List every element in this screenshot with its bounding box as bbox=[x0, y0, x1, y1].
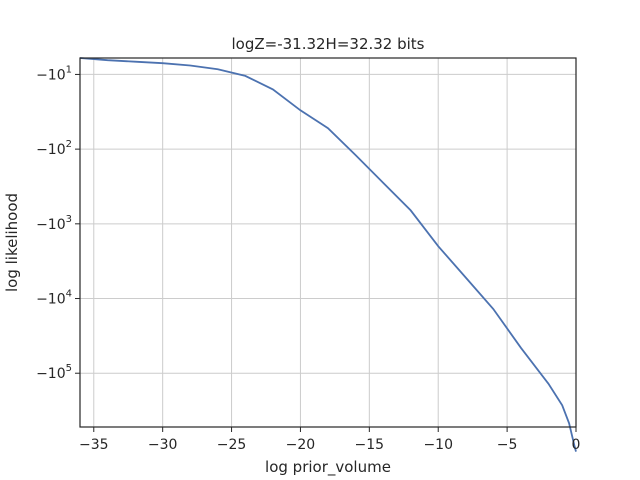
y-tick-label: −104 bbox=[36, 289, 72, 308]
x-tick-label: −20 bbox=[286, 437, 316, 453]
x-axis-ticks: −35 −30 −25 −20 −15 −10 −5 0 bbox=[79, 427, 580, 453]
x-tick-label: 0 bbox=[572, 437, 581, 453]
y-tick-label: −102 bbox=[36, 139, 72, 158]
x-axis-label: log prior_volume bbox=[265, 458, 391, 477]
x-tick-label: −35 bbox=[79, 437, 109, 453]
plot-frame bbox=[79, 57, 577, 428]
x-tick-label: −5 bbox=[497, 437, 518, 453]
chart-title: logZ=-31.32H=32.32 bits bbox=[231, 35, 424, 53]
y-axis-ticks: −101 −102 −103 −104 −105 bbox=[36, 64, 80, 382]
x-tick-label: −25 bbox=[217, 437, 247, 453]
y-tick-label: −105 bbox=[36, 363, 72, 382]
x-tick-label: −10 bbox=[423, 437, 453, 453]
series-line bbox=[79, 57, 577, 452]
x-tick-label: −15 bbox=[355, 437, 385, 453]
grid bbox=[80, 58, 577, 427]
y-tick-label: −101 bbox=[36, 64, 72, 83]
x-tick-label: −30 bbox=[148, 437, 178, 453]
y-axis-label: log likelihood bbox=[3, 193, 21, 292]
y-tick-label: −103 bbox=[36, 214, 72, 233]
